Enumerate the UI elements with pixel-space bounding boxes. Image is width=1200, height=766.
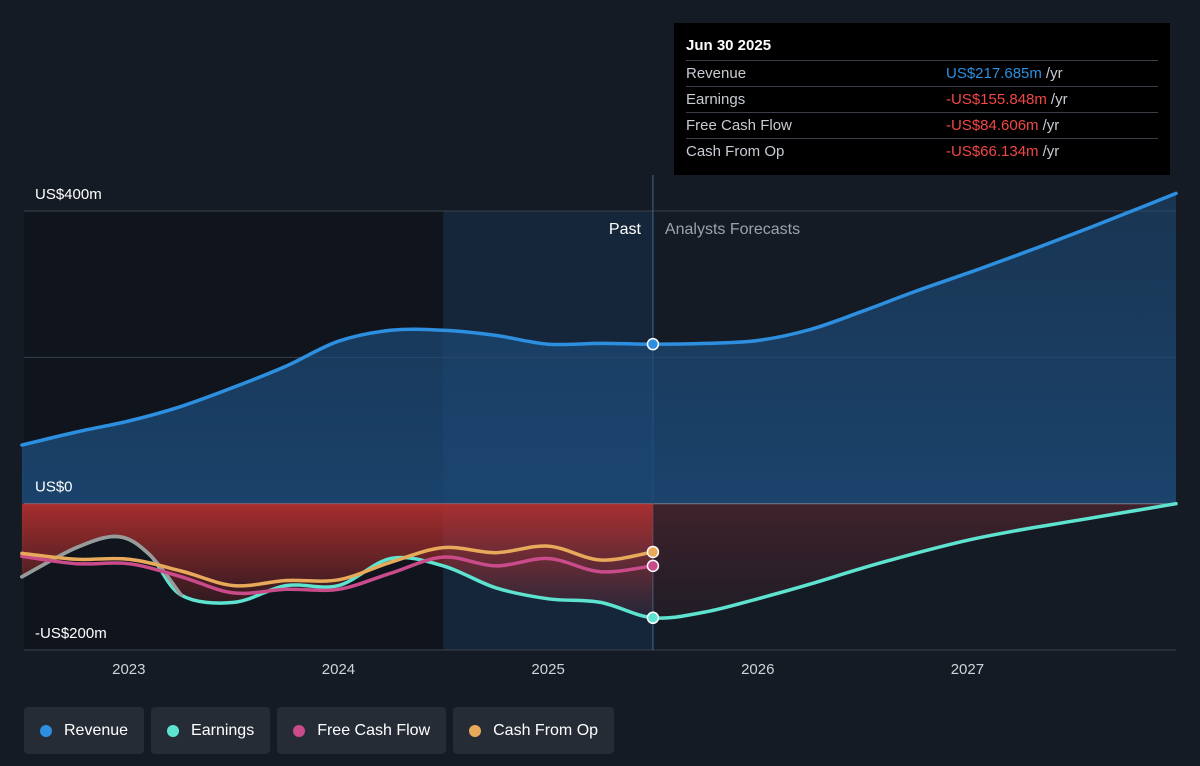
revenue-area xyxy=(21,193,1176,504)
tooltip-label: Cash From Op xyxy=(686,143,785,160)
legend-item-earnings[interactable]: Earnings xyxy=(151,707,271,754)
tooltip-row: Free Cash Flow -US$84.606m/yr xyxy=(686,112,1158,138)
tooltip-unit: /yr xyxy=(1042,143,1060,160)
tooltip-row: Earnings -US$155.848m/yr xyxy=(686,86,1158,112)
tooltip-value: US$217.685m xyxy=(946,65,1042,82)
tooltip-value: -US$66.134m xyxy=(946,143,1039,160)
x-tick-label: 2025 xyxy=(531,661,564,678)
legend-dot-icon xyxy=(293,724,306,737)
tooltip-label: Free Cash Flow xyxy=(686,117,792,134)
legend-item-revenue[interactable]: Revenue xyxy=(24,707,145,754)
legend-dot-icon xyxy=(167,724,180,737)
tooltip-label: Earnings xyxy=(686,91,746,108)
tooltip-unit: /yr xyxy=(1045,65,1063,82)
tooltip-unit: /yr xyxy=(1050,91,1068,108)
fcf-marker xyxy=(646,559,660,573)
forecast-label: Analysts Forecasts xyxy=(665,221,800,238)
revenue-line xyxy=(20,191,1178,447)
x-tick-label: 2023 xyxy=(112,661,145,678)
legend-label: Free Cash Flow xyxy=(317,721,431,739)
x-tick-label: 2026 xyxy=(741,661,774,678)
legend-item-cash-from-op[interactable]: Cash From Op xyxy=(453,707,615,754)
legend-label: Earnings xyxy=(191,721,255,739)
legend-label: Revenue xyxy=(64,721,129,739)
x-tick-label: 2027 xyxy=(951,661,984,678)
past-label: Past xyxy=(609,221,642,238)
earnings-marker xyxy=(646,611,660,625)
legend-dot-icon xyxy=(40,724,52,737)
legend-dot-icon xyxy=(469,724,482,737)
y-tick-label: -US$200m xyxy=(35,625,107,642)
legend-item-free-cash-flow[interactable]: Free Cash Flow xyxy=(277,707,447,754)
chart: US$400m US$0 -US$200m 2023 2024 2025 2026 2027 P… xyxy=(20,175,1178,678)
tooltip-unit: /yr xyxy=(1042,117,1060,134)
tooltip-value: -US$84.606m xyxy=(946,117,1039,134)
y-tick-label: US$0 xyxy=(35,479,73,496)
earnings-area-forecast xyxy=(652,503,1176,618)
revenue-marker xyxy=(646,337,660,351)
legend: Revenue Earnings Free Cash Flow Cash From O… xyxy=(24,707,615,754)
y-tick-label: US$400m xyxy=(35,186,102,203)
tooltip-label: Revenue xyxy=(686,65,747,82)
fcf-line xyxy=(20,554,655,596)
tooltip-value: -US$155.848m xyxy=(946,91,1047,108)
x-tick-label: 2024 xyxy=(322,661,355,678)
cfo-line xyxy=(20,544,655,588)
legend-label: Cash From Op xyxy=(493,721,599,739)
tooltip: Jun 30 2025 Revenue US$217.685m/yr Earning… xyxy=(674,23,1170,175)
tooltip-date: Jun 30 2025 xyxy=(686,37,772,54)
cfo-marker xyxy=(646,545,660,559)
tooltip-row: Revenue US$217.685m/yr xyxy=(686,60,1158,86)
tooltip-row: Cash From Op -US$66.134m/yr xyxy=(686,138,1158,164)
earnings-area-past xyxy=(21,503,653,618)
